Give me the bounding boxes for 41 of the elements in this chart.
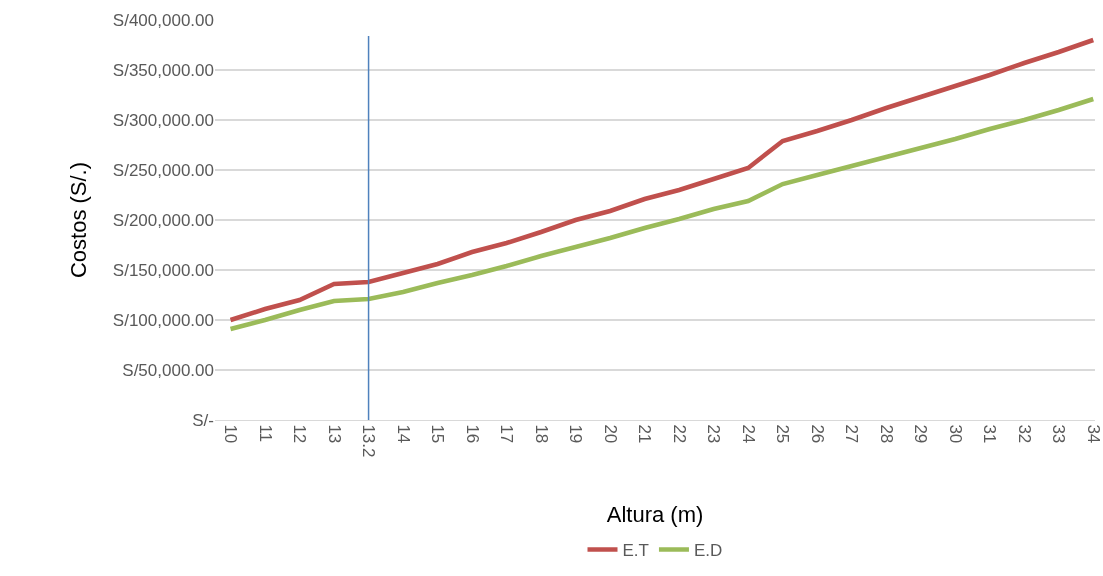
x-tick-label: 19 — [566, 424, 586, 444]
x-tick-label: 16 — [462, 424, 482, 444]
x-axis-title: Altura (m) — [606, 502, 704, 528]
line-series — [228, 37, 1095, 323]
y-tick-label: S/300,000.00 — [112, 110, 214, 130]
line-series — [228, 96, 1095, 332]
x-tick-label: 31 — [980, 424, 1000, 444]
x-tick-label: 25 — [773, 424, 793, 444]
x-tick-label: 13 — [324, 424, 344, 444]
x-tick-label: 34 — [1083, 424, 1103, 444]
legend-label: E.D — [693, 541, 723, 561]
x-tick-label: 17 — [497, 424, 517, 444]
x-tick-label: 29 — [911, 424, 931, 444]
x-tick-label: 11 — [255, 424, 275, 443]
x-tick-label: 33 — [1049, 424, 1069, 444]
x-tick-label: 26 — [807, 424, 827, 444]
x-tick-label: 30 — [945, 424, 965, 444]
y-tick-label: S/- — [192, 410, 214, 430]
x-tick-label: 21 — [635, 424, 655, 444]
x-tick-label: 27 — [842, 424, 862, 444]
x-tick-label: 24 — [738, 424, 758, 444]
y-tick-label: S/400,000.00 — [112, 10, 214, 30]
y-tick-label: S/200,000.00 — [112, 210, 214, 230]
x-tick-label: 23 — [704, 424, 724, 444]
x-tick-label: 32 — [1014, 424, 1034, 444]
x-tick-label: 28 — [876, 424, 896, 444]
x-tick-label: 13.2 — [359, 424, 379, 458]
y-tick-label: S/250,000.00 — [112, 160, 214, 180]
x-tick-label: 20 — [600, 424, 620, 444]
legend-label: E.T — [622, 541, 649, 561]
y-tick-label: S/150,000.00 — [112, 260, 214, 280]
y-axis-title: Costos (S/.) — [65, 161, 91, 279]
y-tick-label: S/100,000.00 — [112, 310, 214, 330]
x-tick-label: 22 — [669, 424, 689, 444]
x-tick-label: 18 — [531, 424, 551, 444]
y-tick-label: S/350,000.00 — [112, 60, 214, 80]
x-tick-label: 14 — [393, 424, 413, 444]
x-tick-label: 10 — [221, 424, 241, 444]
x-tick-label: 12 — [290, 424, 310, 444]
y-tick-label: S/50,000.00 — [122, 360, 214, 380]
x-tick-label: 15 — [428, 424, 448, 444]
